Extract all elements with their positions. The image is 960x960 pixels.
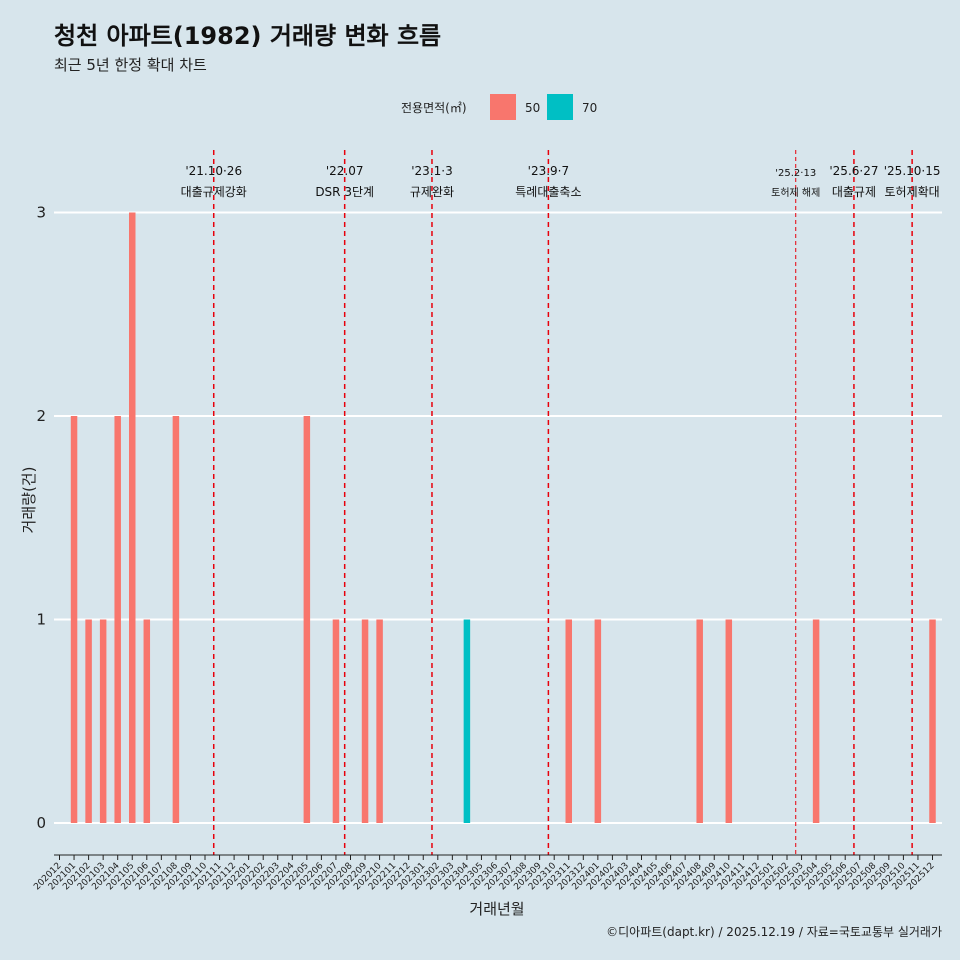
event-name-label: 특례대출축소 xyxy=(515,185,581,199)
bar-50-202401 xyxy=(594,619,602,823)
chart-title: 청천 아파트(1982) 거래량 변화 흐름 xyxy=(54,22,441,50)
event-name-label: 대출규제강화 xyxy=(181,185,247,199)
event-name-label: 토허제 해제 xyxy=(771,186,820,199)
x-axis: 2020122021012021022021032021042021052021… xyxy=(32,854,942,892)
y-tick-label: 2 xyxy=(36,407,46,425)
event-date-label: '25.6·27 xyxy=(829,164,878,178)
bars xyxy=(70,212,936,823)
y-tick-label: 0 xyxy=(36,814,46,832)
y-tick-label: 1 xyxy=(36,611,46,629)
event-name-label: 토허제확대 xyxy=(885,185,940,199)
bar-50-202311 xyxy=(565,619,572,823)
bar-50-202101 xyxy=(70,416,78,823)
x-axis-title: 거래년월 xyxy=(469,900,524,918)
bar-50-202504 xyxy=(812,619,820,823)
legend-title: 전용면적(㎡) xyxy=(401,101,467,115)
y-tick-label: 3 xyxy=(36,204,46,222)
bar-50-202207 xyxy=(332,619,340,823)
chart-subtitle: 최근 5년 한정 확대 차트 xyxy=(54,56,207,74)
legend: 전용면적(㎡) 50 70 xyxy=(401,94,597,120)
bar-50-202105 xyxy=(129,212,136,823)
event-date-label: '22.07 xyxy=(326,164,364,178)
legend-label-70: 70 xyxy=(582,101,597,115)
event-name-label: 규제완화 xyxy=(410,185,454,199)
event-lines: '21.10·26 대출규제강화 '22.07 DSR 3단계 '23.1·3 규제완화 '… xyxy=(181,150,941,855)
bar-50-202512 xyxy=(929,619,936,823)
legend-label-50: 50 xyxy=(525,101,540,115)
bar-50-202210 xyxy=(376,619,383,823)
event-date-label: '23.9·7 xyxy=(528,164,569,178)
event-date-label: '23.1·3 xyxy=(411,164,452,178)
event-date-label: '25.2·13 xyxy=(775,168,816,179)
bar-50-202408 xyxy=(696,619,703,823)
bar-50-202205 xyxy=(303,416,311,823)
bar-70-202304 xyxy=(463,619,471,823)
event-date-label: '25.10·15 xyxy=(884,164,941,178)
legend-swatch-50 xyxy=(490,94,516,120)
bar-50-202103 xyxy=(99,619,107,823)
bar-50-202410 xyxy=(725,619,733,823)
bar-50-202209 xyxy=(361,619,369,823)
caption: ©디아파트(dapt.kr) / 2025.12.19 / 자료=국토교통부 실… xyxy=(606,925,942,939)
y-gridlines xyxy=(54,211,942,824)
bar-50-202102 xyxy=(85,619,92,823)
event-name-label: DSR 3단계 xyxy=(315,185,374,199)
legend-swatch-70 xyxy=(547,94,573,120)
event-date-label: '21.10·26 xyxy=(185,164,242,178)
bar-50-202104 xyxy=(114,416,121,823)
bar-50-202106 xyxy=(143,619,151,823)
event-name-label: 대출규제 xyxy=(832,185,876,199)
y-tick-labels: 0 1 2 3 xyxy=(36,204,46,833)
bar-50-202108 xyxy=(172,416,180,823)
y-axis-title: 거래량(건) xyxy=(20,467,38,534)
